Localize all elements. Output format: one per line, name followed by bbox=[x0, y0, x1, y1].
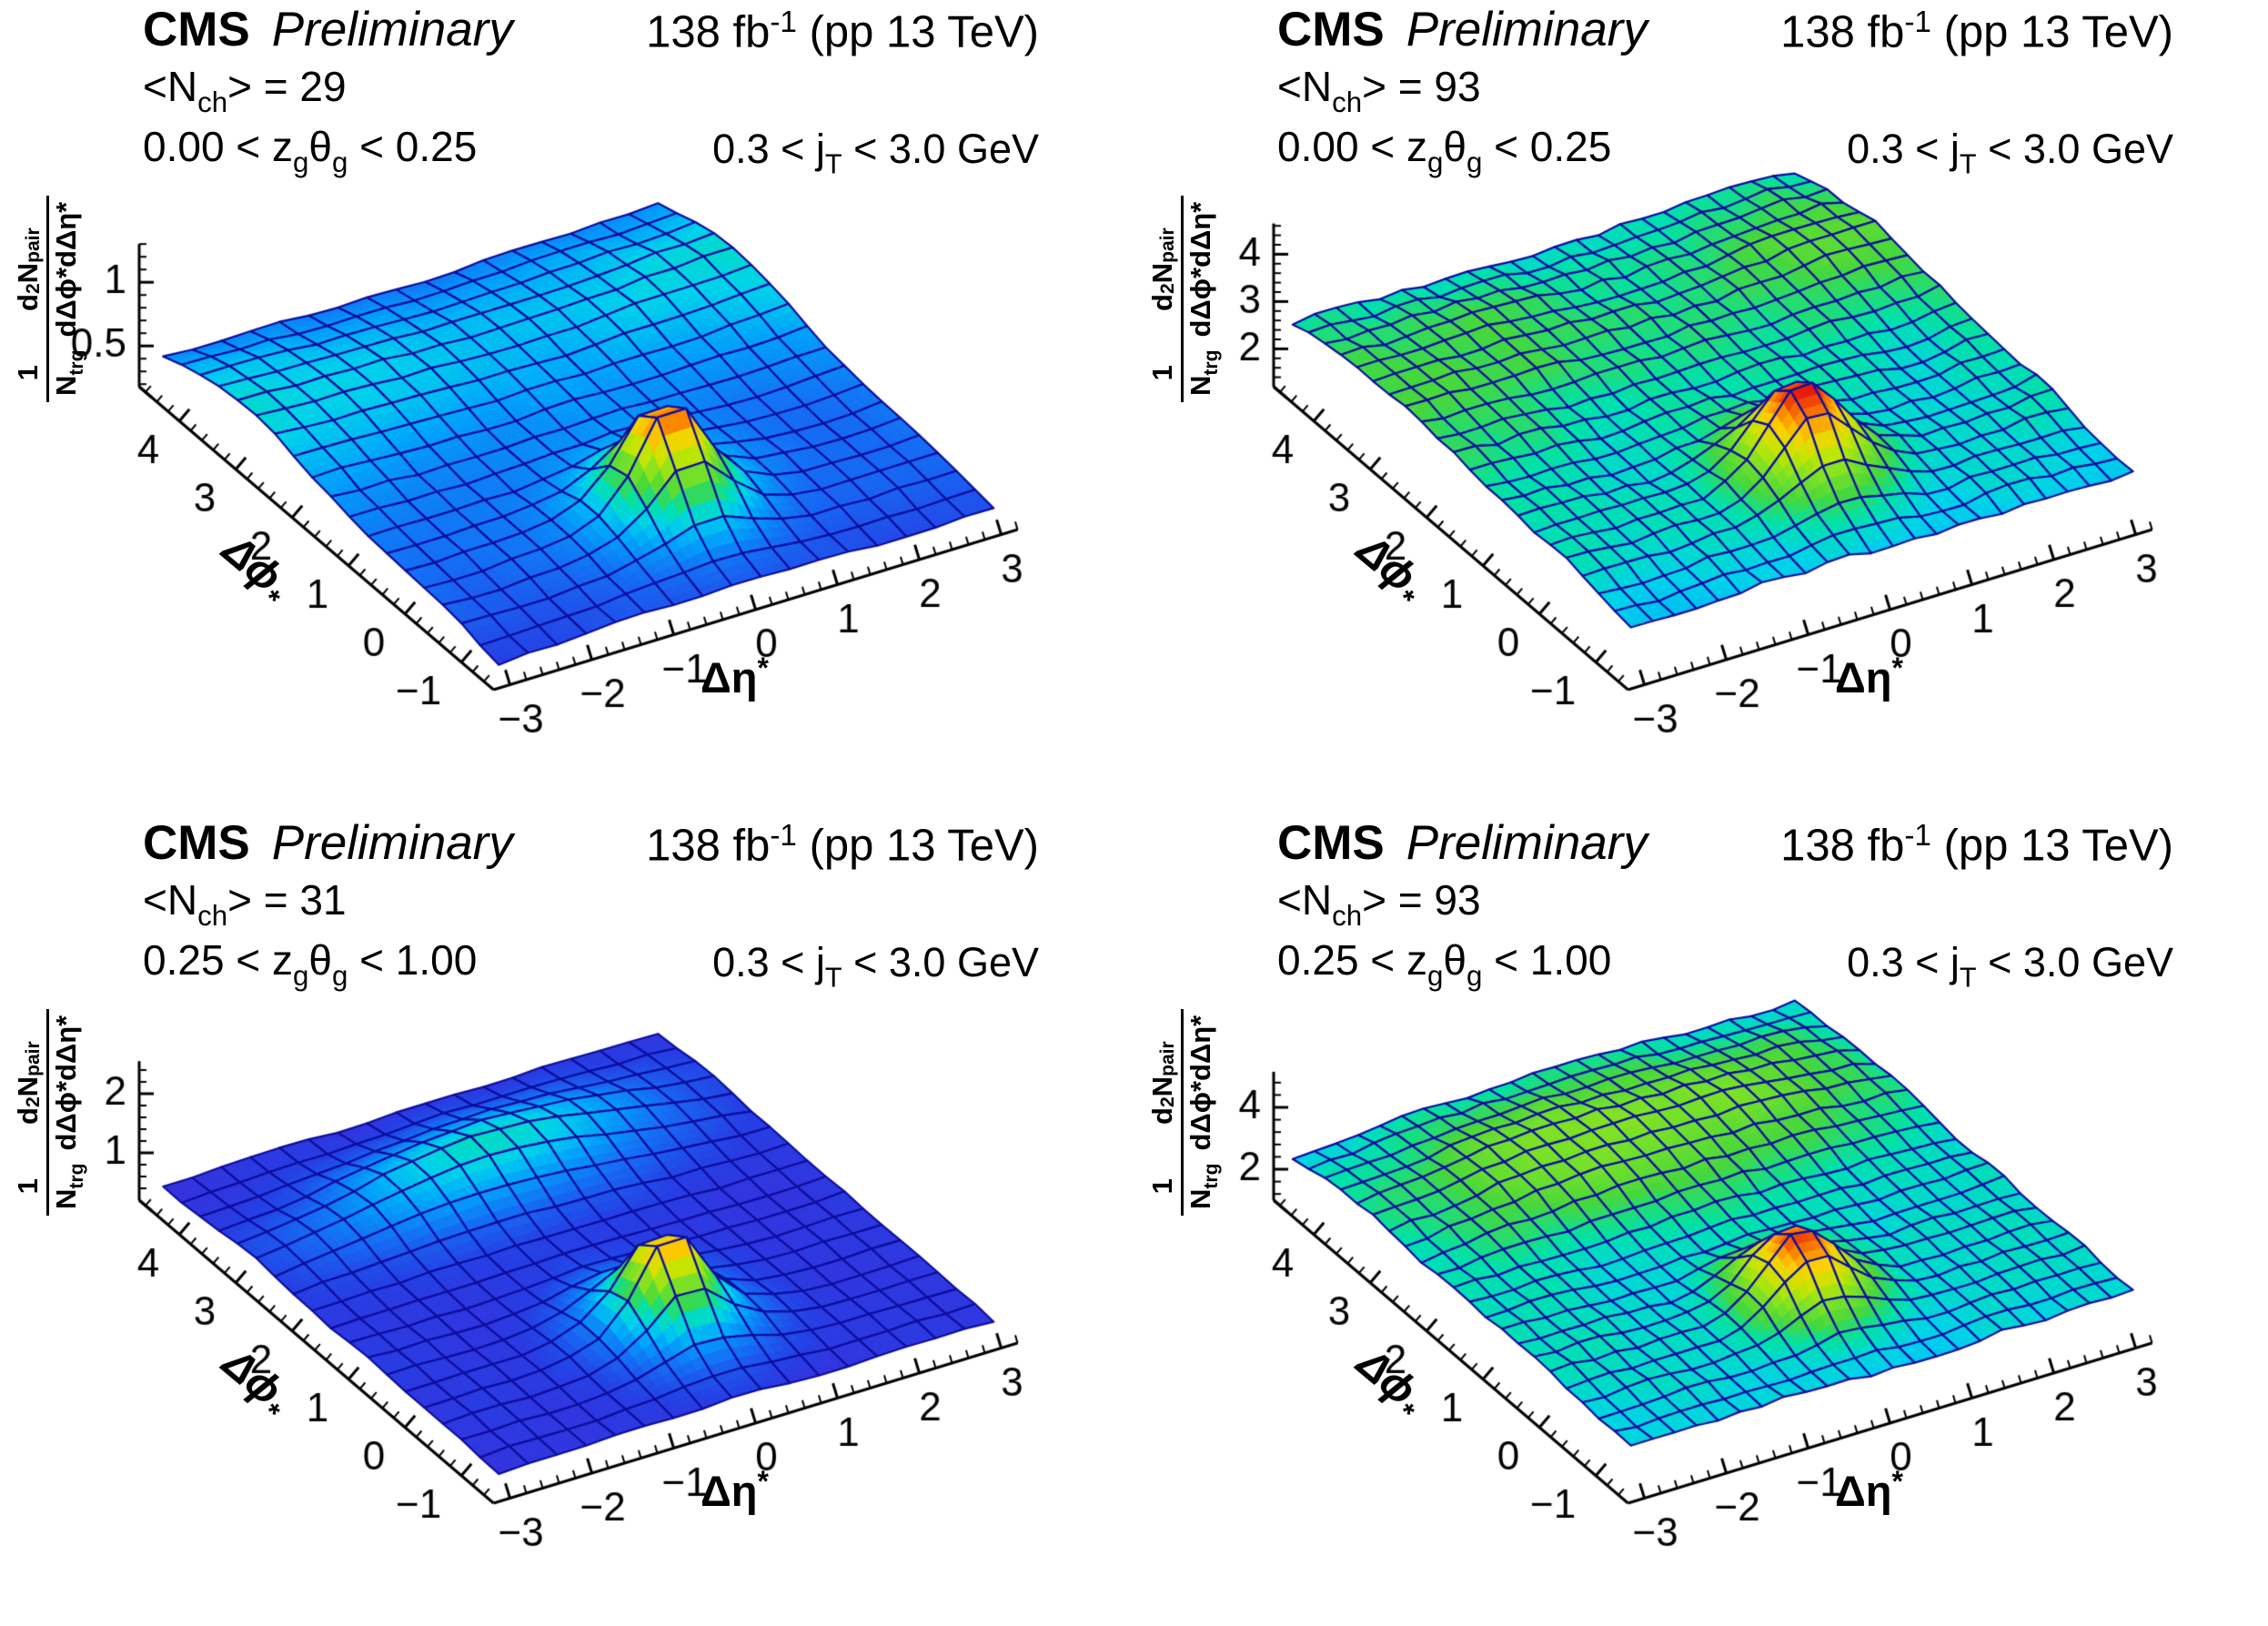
nch-value: 29 bbox=[299, 63, 347, 110]
header-left: CMS Preliminary <Nch> = 29 0.00 < zgθg < … bbox=[143, 5, 513, 177]
zg-hi: 0.25 bbox=[1529, 123, 1612, 170]
jt-range-label: 0.3 < jT < 3.0 GeV bbox=[712, 939, 1039, 994]
nch-value: 31 bbox=[299, 876, 347, 924]
surface-plot-canvas bbox=[1134, 813, 2268, 1626]
preliminary-text: Preliminary bbox=[1406, 3, 1648, 56]
x-axis-title: Δη* bbox=[1835, 651, 1903, 702]
jt-range-label: 0.3 < jT < 3.0 GeV bbox=[1847, 939, 2173, 994]
jt-range-label: 0.3 < jT < 3.0 GeV bbox=[1847, 126, 2173, 180]
panel-bottom-left: CMS Preliminary <Nch> = 31 0.25 < zgθg < … bbox=[0, 813, 1134, 1626]
zg-range-label: 0.25 < zgθg < 1.00 bbox=[1277, 936, 1612, 992]
zg-lo: 0.25 bbox=[1277, 936, 1359, 984]
cms-text: CMS bbox=[143, 3, 250, 56]
panel-bottom-right: CMS Preliminary <Nch> = 93 0.25 < zgθg < … bbox=[1134, 813, 2268, 1626]
lumi-label: 138 fb-1 (pp 13 TeV) bbox=[646, 5, 1039, 57]
zg-hi: 1.00 bbox=[1529, 936, 1612, 984]
header-left: CMS Preliminary <Nch> = 31 0.25 < zgθg < … bbox=[143, 819, 513, 990]
panel-top-right: CMS Preliminary <Nch> = 93 0.00 < zgθg < … bbox=[1134, 0, 2268, 813]
cms-preliminary-label: CMS Preliminary bbox=[1277, 819, 1648, 875]
preliminary-text: Preliminary bbox=[271, 3, 513, 56]
cms-text: CMS bbox=[143, 816, 250, 870]
zg-range-label: 0.25 < zgθg < 1.00 bbox=[143, 936, 478, 992]
nch-label: <Nch> = 93 bbox=[1277, 63, 1481, 118]
header-left: CMS Preliminary <Nch> = 93 0.25 < zgθg < … bbox=[1277, 819, 1648, 990]
surface-plot-canvas bbox=[1134, 0, 2268, 813]
preliminary-text: Preliminary bbox=[1406, 816, 1648, 870]
zg-hi: 0.25 bbox=[395, 123, 478, 170]
cms-text: CMS bbox=[1277, 3, 1385, 56]
surface-plot-canvas bbox=[0, 813, 1134, 1626]
cms-preliminary-label: CMS Preliminary bbox=[143, 5, 513, 62]
zg-range-label: 0.00 < zgθg < 0.25 bbox=[1277, 123, 1612, 178]
preliminary-text: Preliminary bbox=[271, 816, 513, 870]
cms-text: CMS bbox=[1277, 816, 1385, 870]
zg-range-label: 0.00 < zgθg < 0.25 bbox=[143, 123, 478, 178]
surface-plot-canvas bbox=[0, 0, 1134, 813]
zg-hi: 1.00 bbox=[395, 936, 478, 984]
x-axis-title: Δη* bbox=[701, 1465, 769, 1515]
nch-value: 93 bbox=[1434, 63, 1481, 110]
x-axis-title: Δη* bbox=[1835, 1465, 1903, 1515]
zg-lo: 0.25 bbox=[143, 936, 225, 984]
lumi-label: 138 fb-1 (pp 13 TeV) bbox=[1780, 819, 2173, 871]
cms-preliminary-label: CMS Preliminary bbox=[143, 819, 513, 875]
lumi-label: 138 fb-1 (pp 13 TeV) bbox=[646, 819, 1039, 871]
lumi-label: 138 fb-1 (pp 13 TeV) bbox=[1780, 5, 2173, 57]
zg-lo: 0.00 bbox=[1277, 123, 1359, 170]
nch-value: 93 bbox=[1434, 876, 1481, 924]
nch-label: <Nch> = 93 bbox=[1277, 876, 1481, 932]
nch-label: <Nch> = 29 bbox=[143, 63, 347, 118]
zg-lo: 0.00 bbox=[143, 123, 225, 170]
jt-range-label: 0.3 < jT < 3.0 GeV bbox=[712, 126, 1039, 180]
panel-top-left: CMS Preliminary <Nch> = 29 0.00 < zgθg < … bbox=[0, 0, 1134, 813]
x-axis-title: Δη* bbox=[701, 651, 769, 702]
nch-label: <Nch> = 31 bbox=[143, 876, 347, 932]
header-left: CMS Preliminary <Nch> = 93 0.00 < zgθg < … bbox=[1277, 5, 1648, 177]
cms-preliminary-label: CMS Preliminary bbox=[1277, 5, 1648, 62]
